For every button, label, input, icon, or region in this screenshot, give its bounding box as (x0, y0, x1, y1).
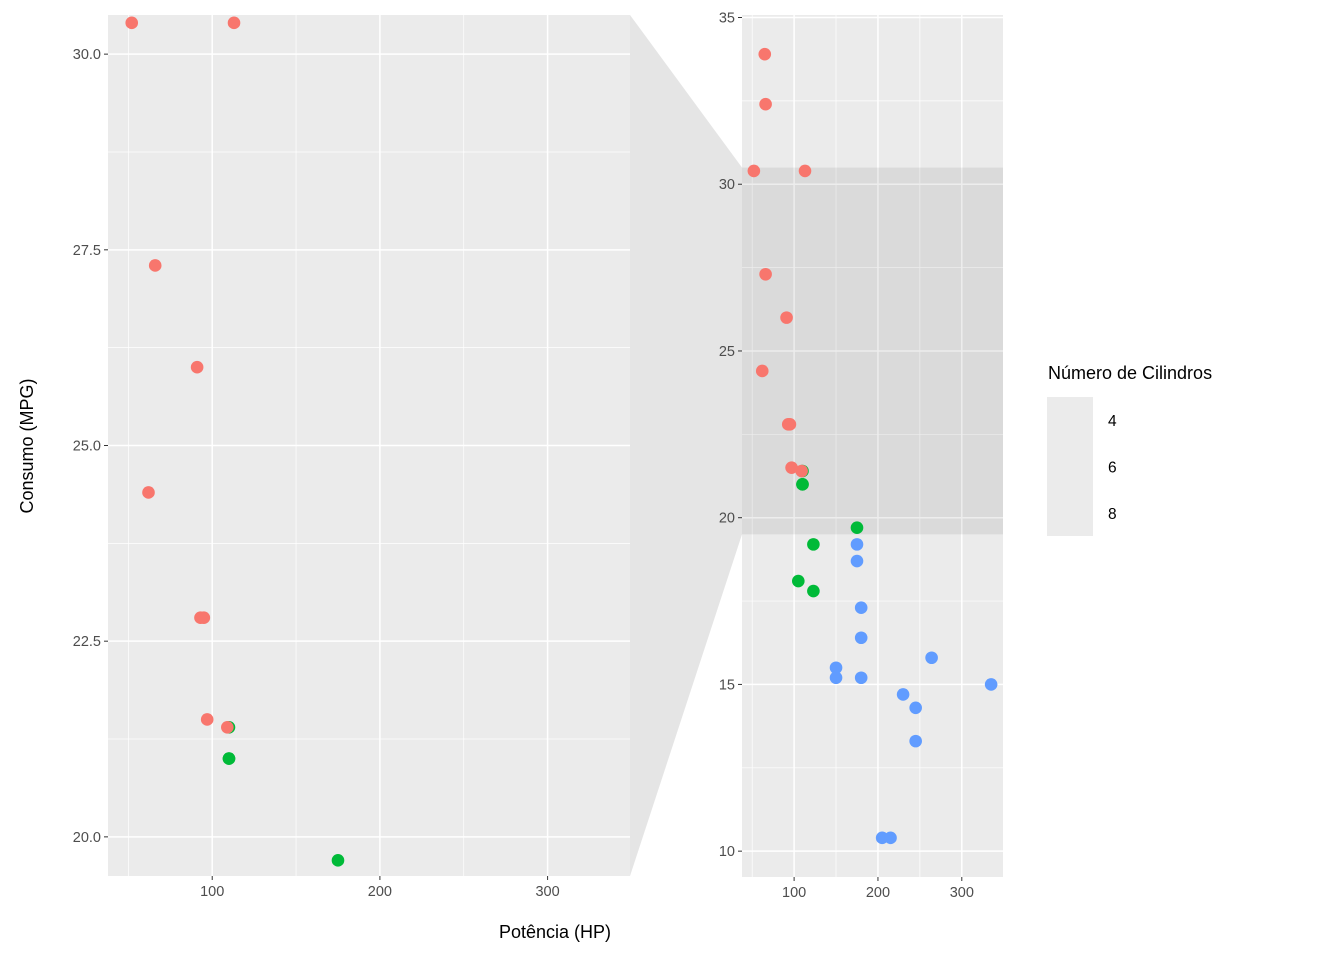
full-points (747, 47, 998, 845)
x-axis-title: Potência (HP) (499, 922, 611, 942)
data-point-cyl-4 (759, 97, 772, 111)
full-gridlines (742, 15, 1003, 877)
data-point-cyl-6 (331, 854, 345, 867)
data-point-cyl-4 (142, 486, 155, 499)
data-point-cyl-4 (227, 16, 241, 30)
data-point-cyl-4 (125, 16, 139, 30)
data-point-cyl-4 (759, 267, 772, 281)
data-point-cyl-4 (148, 259, 162, 272)
data-point-cyl-8 (909, 734, 922, 748)
data-point-cyl-8 (909, 701, 922, 715)
data-point-cyl-8 (984, 678, 998, 691)
data-point-cyl-4 (785, 461, 798, 474)
legend-label-8: 8 (1108, 506, 1117, 523)
x-tick-label: 200 (866, 885, 890, 901)
legend-label-4: 4 (1108, 413, 1117, 430)
data-point-cyl-8 (896, 688, 910, 701)
y-tick-label: 25.0 (73, 439, 101, 455)
zoom-points (125, 16, 345, 867)
data-point-cyl-4 (783, 418, 797, 431)
zoom-region-highlight (742, 167, 1003, 535)
y-tick-label: 27.5 (73, 243, 101, 259)
data-point-cyl-4 (798, 164, 812, 178)
data-point-cyl-8 (829, 661, 843, 675)
y-tick-label: 25 (719, 344, 735, 360)
legend-key-background (1047, 397, 1093, 536)
data-point-cyl-8 (854, 631, 868, 645)
full-panel-background (742, 15, 1003, 877)
data-point-cyl-4 (758, 47, 772, 61)
legend-label-6: 6 (1108, 460, 1117, 477)
x-tick-label: 300 (535, 884, 559, 900)
data-point-cyl-6 (850, 521, 864, 534)
x-tick-label: 100 (200, 884, 224, 900)
data-point-cyl-4 (200, 713, 214, 726)
data-point-cyl-4 (755, 364, 769, 378)
data-point-cyl-8 (884, 831, 897, 845)
y-tick-label: 20 (719, 511, 735, 527)
data-point-cyl-8 (829, 671, 843, 685)
y-tick-label: 30.0 (73, 47, 101, 63)
y-tick-label: 22.5 (73, 634, 101, 650)
data-point-cyl-6 (796, 478, 809, 491)
data-point-cyl-8 (850, 538, 864, 551)
data-point-cyl-6 (222, 752, 236, 765)
zoom-connector (630, 15, 742, 876)
y-tick-label: 20.0 (73, 830, 101, 846)
data-point-cyl-6 (791, 574, 805, 588)
data-point-cyl-4 (747, 164, 761, 178)
data-point-cyl-8 (854, 601, 868, 615)
x-tick-label: 200 (368, 884, 392, 900)
data-point-cyl-8 (850, 554, 864, 568)
y-tick-label: 10 (719, 844, 735, 860)
data-point-cyl-8 (854, 671, 868, 685)
data-point-cyl-4 (221, 720, 234, 734)
data-point-cyl-6 (807, 538, 820, 551)
y-tick-label: 30 (719, 177, 735, 193)
zoom-gridlines (108, 15, 630, 876)
data-point-cyl-6 (807, 584, 820, 598)
legend-title: Número de Cilindros (1048, 363, 1212, 383)
y-axis-title: Consumo (MPG) (17, 378, 37, 513)
data-point-cyl-4 (780, 311, 793, 324)
data-point-cyl-4 (795, 464, 808, 478)
data-point-cyl-4 (197, 611, 211, 624)
y-tick-label: 35 (719, 11, 735, 27)
x-tick-label: 100 (782, 885, 806, 901)
data-point-cyl-8 (925, 651, 938, 665)
y-tick-label: 15 (719, 677, 735, 693)
x-tick-label: 300 (950, 885, 974, 901)
data-point-cyl-4 (190, 360, 204, 374)
